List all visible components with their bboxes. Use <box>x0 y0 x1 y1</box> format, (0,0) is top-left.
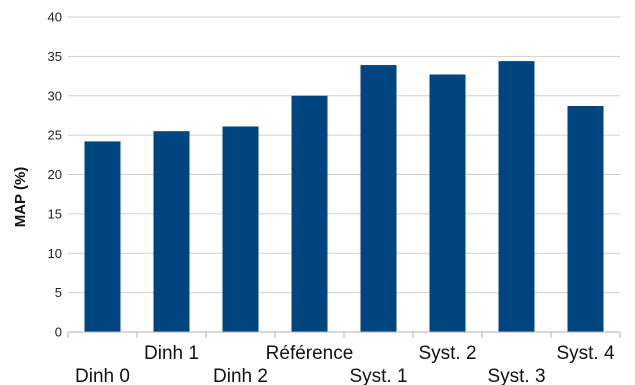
bar <box>153 131 190 332</box>
bar <box>498 61 535 332</box>
x-tick-label: Syst. 4 <box>556 343 615 364</box>
y-tick-label: 5 <box>55 285 62 300</box>
bar <box>84 141 121 332</box>
y-tick-label: 25 <box>48 128 62 143</box>
bar <box>360 65 397 332</box>
x-tick-label: Syst. 2 <box>418 343 476 364</box>
gridlines <box>68 16 620 333</box>
bar <box>291 95 328 332</box>
y-tick-label: 10 <box>48 246 62 261</box>
x-tick-label: Référence <box>266 343 354 364</box>
x-tick-label: Syst. 3 <box>487 366 545 385</box>
x-tick-label: Dinh 1 <box>144 343 199 364</box>
y-tick-label: 40 <box>48 10 62 25</box>
y-tick-label: 20 <box>48 167 62 182</box>
bars <box>84 61 604 333</box>
bar <box>222 126 259 333</box>
y-axis-title: MAP (%) <box>12 167 29 228</box>
y-tick-label: 35 <box>48 49 62 64</box>
x-tick-label: Dinh 2 <box>213 366 268 385</box>
x-tick-label: Syst. 1 <box>349 366 407 385</box>
y-axis-ticks: 0 5 10 15 20 25 30 35 40 <box>48 10 62 340</box>
x-axis-labels: Dinh 0 Dinh 1 Dinh 2 Référence Syst. 1 Syst. … <box>67 332 621 385</box>
y-tick-label: 15 <box>48 206 62 221</box>
y-tick-label: 30 <box>48 88 62 103</box>
y-tick-label: 0 <box>55 325 62 340</box>
bar <box>429 74 466 333</box>
bar <box>567 105 604 332</box>
x-tick-label: Dinh 0 <box>75 366 130 385</box>
